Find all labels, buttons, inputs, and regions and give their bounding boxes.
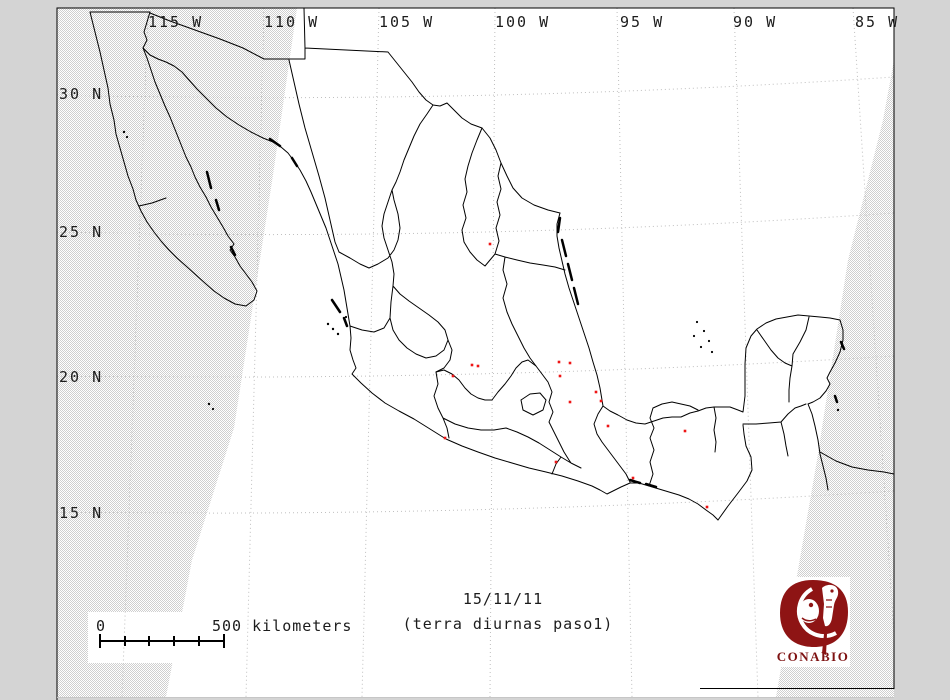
conabio-logo-text: CONABIO	[777, 649, 850, 664]
gulf-yucatan-coastline	[556, 212, 894, 491]
island-dots	[122, 130, 840, 412]
northern-state-lines	[288, 59, 566, 373]
scale-bar: 0 500 kilometers	[96, 617, 352, 648]
fire-hotspot-dot	[594, 390, 598, 394]
central-state-lines	[433, 316, 810, 487]
lon-label-95w: 95 W	[620, 13, 664, 31]
state-borders	[89, 8, 894, 521]
fire-hotspot-dot	[705, 505, 709, 509]
coastal-lagoons	[205, 137, 846, 489]
us-mexico-border	[149, 8, 561, 214]
fire-hotspot-dot	[558, 374, 562, 378]
guatemala-border	[717, 403, 807, 521]
date-label: 15/11/11	[463, 590, 543, 608]
lat-label-15n: 15 N	[59, 504, 103, 522]
lon-label-90w: 90 W	[733, 13, 777, 31]
lat-label-20n: 20 N	[59, 368, 103, 386]
lon-label-110w: 110 W	[264, 13, 319, 31]
fire-hotspot-dot	[451, 374, 455, 378]
lon-label-85w: 85 W	[855, 13, 899, 31]
fire-hotspot-dot	[443, 436, 447, 440]
lat-label-25n: 25 N	[59, 223, 103, 241]
scale-distance-label: 500 kilometers	[212, 617, 352, 635]
fire-hotspot-dot	[470, 363, 474, 367]
fire-hotspot-dot	[476, 364, 480, 368]
lat-label-30n: 30 N	[59, 85, 103, 103]
fire-hotspot-dot	[488, 242, 492, 246]
lon-label-100w: 100 W	[495, 13, 550, 31]
baja-california-outline	[89, 11, 258, 307]
satellite-swath	[166, 8, 894, 697]
lon-label-115w: 115 W	[148, 13, 203, 31]
scalebar-backplate	[88, 612, 352, 663]
fire-hotspot-dot	[599, 399, 603, 403]
subtitle-label: (terra diurnas paso1)	[403, 615, 614, 633]
conabio-logo: CONABIO	[777, 580, 850, 664]
fire-hotspot-dot	[557, 360, 561, 364]
fire-hotspots-layer	[443, 242, 709, 509]
conabio-emblem-icon	[780, 580, 848, 655]
lon-label-105w: 105 W	[379, 13, 434, 31]
fire-hotspot-dot	[568, 400, 572, 404]
fire-hotspot-dot	[683, 429, 687, 433]
scale-zero-label: 0	[96, 617, 106, 635]
graticule-labels: 115 W 110 W 105 W 100 W 95 W 90 W 85 W 3…	[59, 13, 899, 522]
pacific-coastline	[142, 47, 719, 521]
map-frame	[56, 7, 895, 700]
fire-hotspot-dot	[606, 424, 610, 428]
fire-hotspot-dot	[631, 476, 635, 480]
fire-hotspot-dot	[568, 361, 572, 365]
fire-hotspot-dot	[554, 460, 558, 464]
